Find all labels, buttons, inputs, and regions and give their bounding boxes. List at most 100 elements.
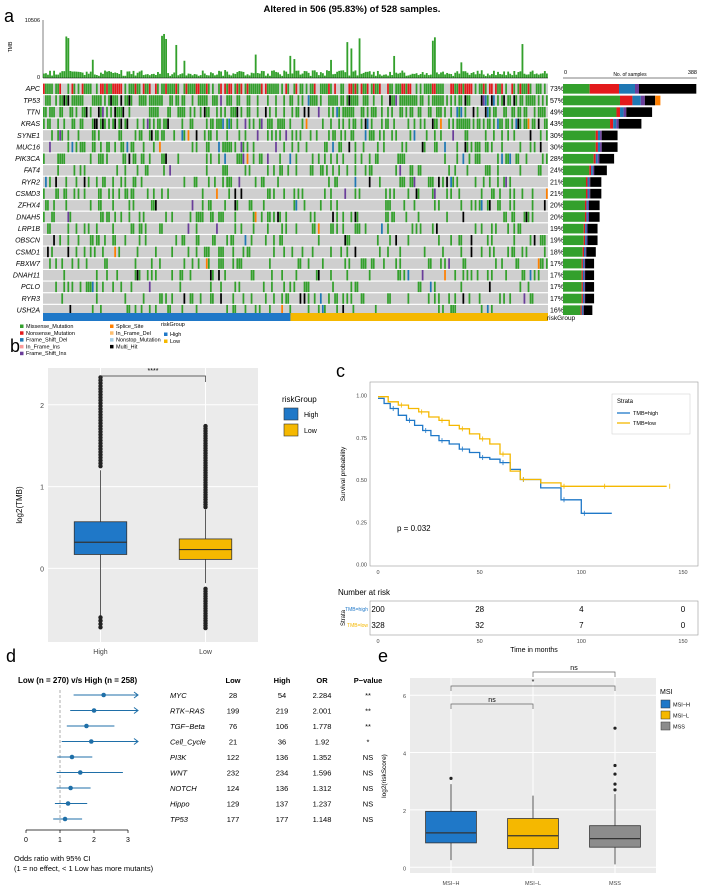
mutation-cell — [181, 304, 184, 316]
mutation-cell — [399, 153, 402, 164]
x-tick-label: 1 — [58, 837, 62, 844]
mutation-cell — [505, 270, 507, 281]
or-point — [91, 708, 97, 713]
mutation-cell — [464, 83, 467, 95]
mutation-cell — [283, 281, 286, 293]
tmb-bar — [45, 73, 47, 78]
mutation-cell — [458, 118, 461, 129]
mutation-cell — [173, 130, 176, 141]
mutation-cell — [142, 141, 145, 153]
mutation-cell — [497, 153, 499, 164]
legend-label: Frame_Shift_Ins — [26, 351, 67, 357]
mutation-cell — [157, 106, 159, 118]
tmb-bar — [83, 74, 86, 78]
mutation-cell — [138, 130, 141, 141]
mutation-cell — [427, 83, 430, 95]
gene-bar-segment — [595, 153, 598, 164]
mutation-cell — [232, 246, 235, 258]
tmb-bar — [134, 75, 137, 78]
mutation-cell — [330, 83, 332, 95]
mutation-cell — [97, 130, 100, 141]
mutation-cell — [271, 130, 273, 141]
tmb-bar — [108, 71, 110, 78]
mutation-cell — [102, 211, 104, 223]
mutation-cell — [207, 258, 210, 269]
gene-bar-segment — [585, 293, 595, 304]
mutation-cell — [273, 293, 275, 304]
gene-bar-segment — [563, 270, 582, 281]
mutation-cell — [132, 188, 135, 199]
mutation-cell — [169, 95, 171, 106]
tmb-bar — [411, 73, 414, 78]
y-axis-label: log2(riskScore) — [381, 754, 388, 798]
gene-bar-segment — [581, 293, 583, 304]
mutation-cell — [517, 83, 520, 95]
mutation-cell — [513, 95, 516, 106]
mutation-cell — [248, 118, 251, 129]
legend-label: MSS — [673, 725, 685, 731]
mutation-cell — [529, 141, 532, 153]
percent-label: 20% — [550, 214, 564, 221]
mutation-cell — [309, 130, 312, 141]
mutation-cell — [246, 246, 249, 258]
mutation-cell — [454, 304, 457, 316]
tmb-bar — [110, 71, 113, 78]
percent-label: 20% — [550, 203, 564, 210]
mutation-cell — [93, 118, 96, 129]
high-count: 219 — [276, 707, 289, 716]
mutation-cell — [47, 83, 49, 95]
mutation-cell — [490, 83, 493, 95]
mutation-cell — [205, 83, 208, 95]
mutation-cell — [507, 246, 509, 258]
mutation-cell — [537, 83, 540, 95]
mutation-cell — [49, 258, 51, 269]
mutation-cell — [252, 83, 255, 95]
mutation-cell — [448, 118, 450, 129]
mutation-cell — [264, 235, 267, 246]
mutation-cell — [81, 95, 84, 106]
tmb-bar — [458, 73, 461, 78]
mutation-cell — [128, 200, 131, 211]
gene-row-bg — [43, 281, 548, 293]
risk-table-value: 7 — [579, 621, 584, 630]
mutation-cell — [493, 118, 495, 129]
tmb-bar — [309, 75, 312, 78]
mutation-cell — [152, 118, 155, 129]
mutation-cell — [252, 118, 255, 129]
mutation-cell — [240, 153, 243, 164]
gene-bar-segment — [593, 153, 596, 164]
gene-bar-segment — [623, 107, 627, 117]
mutation-cell — [436, 141, 438, 153]
mutation-cell — [148, 153, 151, 164]
p-value: * — [367, 738, 370, 747]
mutation-cell — [159, 293, 161, 304]
mutation-cell — [212, 235, 214, 246]
mutation-cell — [260, 153, 263, 164]
or-point — [62, 816, 68, 822]
mutation-cell — [368, 176, 371, 188]
gene-label: FAT4 — [24, 168, 40, 175]
mutation-cell — [45, 83, 47, 95]
mutation-cell — [543, 83, 546, 95]
outlier-point — [203, 625, 208, 631]
mutation-cell — [525, 83, 528, 95]
mutation-cell — [130, 188, 133, 199]
mutation-cell — [515, 95, 518, 106]
mutation-cell — [387, 293, 389, 304]
mutation-cell — [336, 223, 338, 234]
mutation-cell — [350, 95, 353, 106]
mutation-cell — [203, 130, 206, 141]
gene-bar-segment — [563, 95, 620, 106]
mutation-cell — [289, 281, 292, 293]
percent-label: 19% — [550, 226, 564, 233]
tmb-bar — [77, 71, 80, 78]
mutation-cell — [171, 270, 174, 281]
mutation-cell — [450, 235, 452, 246]
mutation-cell — [433, 281, 436, 293]
tmb-bar — [116, 73, 119, 78]
tmb-bar — [409, 74, 412, 78]
mutation-cell — [460, 235, 463, 246]
tmb-bar — [262, 71, 265, 78]
mutation-cell — [262, 200, 265, 211]
mutation-cell — [118, 188, 121, 199]
